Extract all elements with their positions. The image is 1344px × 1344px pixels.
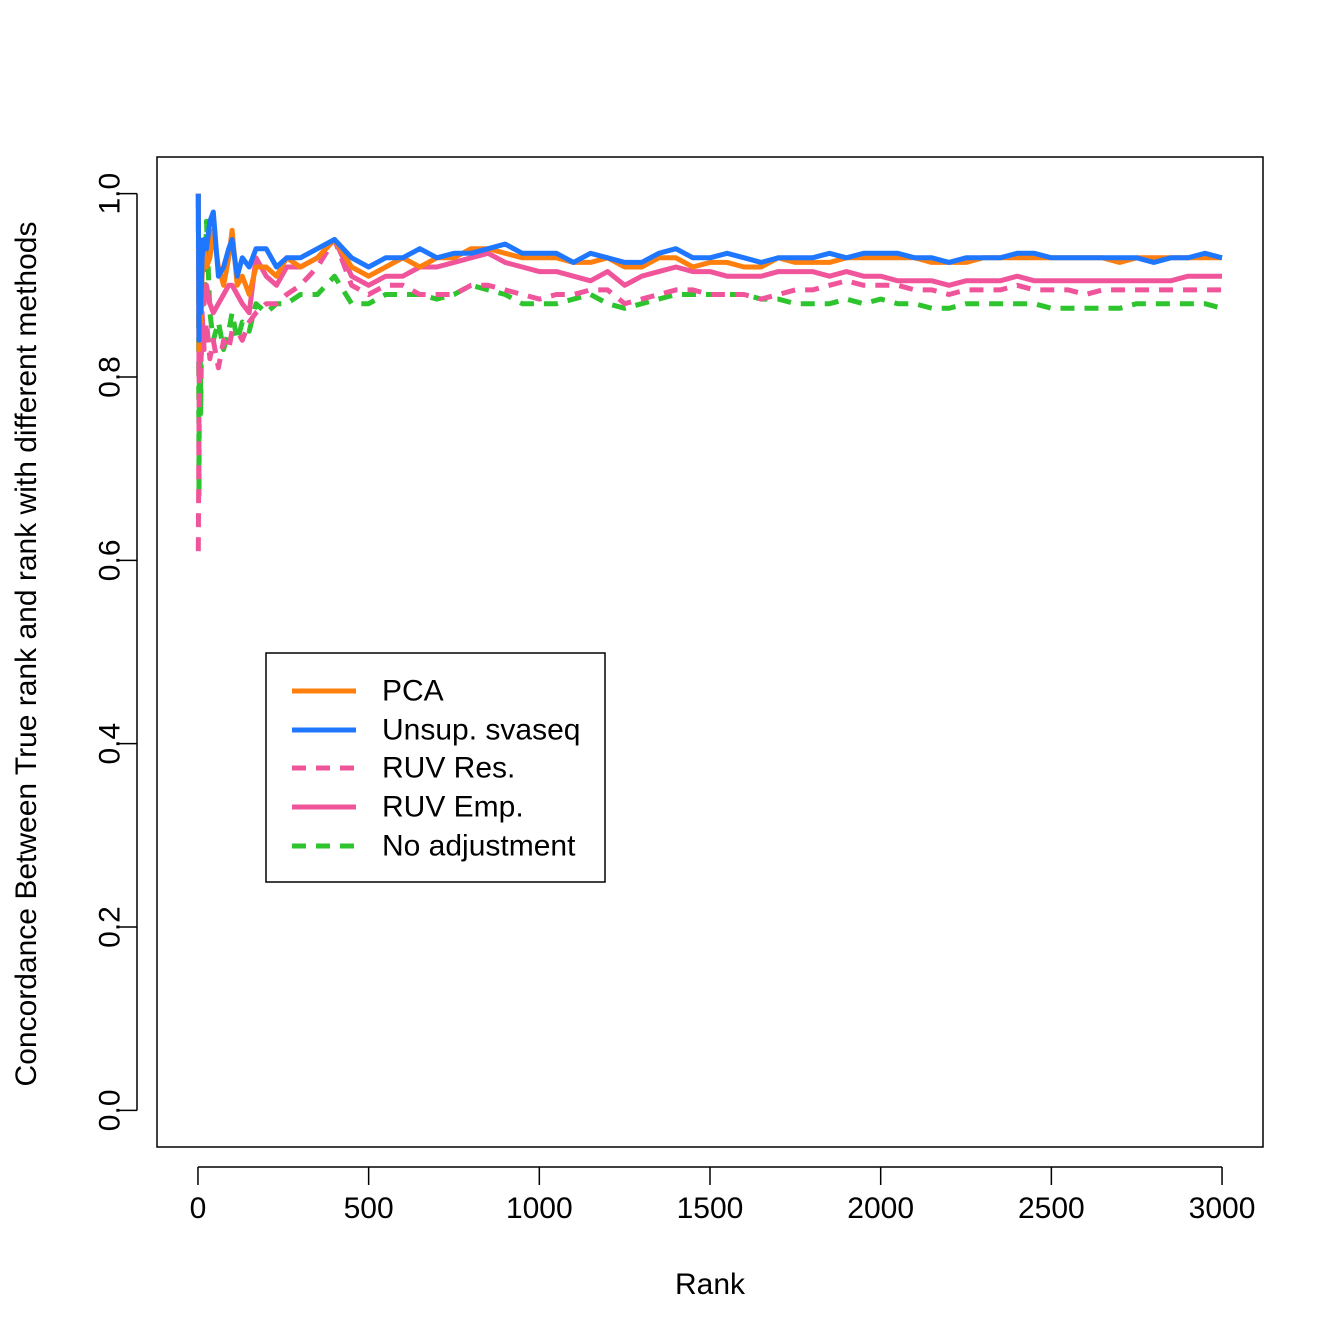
series-line-ruv-emp — [195, 193, 1222, 380]
legend-label: No adjustment — [382, 830, 576, 863]
x-tick-label: 2000 — [847, 1192, 914, 1225]
y-tick-label: 0.6 — [94, 539, 127, 581]
y-tick-label: 0.4 — [94, 723, 127, 765]
series-layer — [195, 193, 1223, 552]
legend-label: RUV Emp. — [382, 791, 524, 824]
y-tick-label: 0.8 — [94, 356, 127, 398]
plot-frame — [156, 156, 1264, 1148]
x-axis: 0 500 1000 1500 2000 2500 3000 — [190, 1166, 1256, 1225]
legend: PCA Unsup. svaseq RUV Res. RUV Emp. No adjus… — [265, 652, 606, 883]
legend-label: Unsup. svaseq — [382, 714, 580, 747]
series-line-unsup-svaseq — [195, 193, 1223, 343]
legend-entries: PCA Unsup. svaseq RUV Res. RUV Emp. No adjus… — [292, 675, 580, 863]
legend-label: PCA — [382, 675, 444, 708]
y-tick-label: 0.0 — [94, 1089, 127, 1131]
x-tick-label: 0 — [190, 1192, 207, 1225]
x-tick-label: 3000 — [1189, 1192, 1256, 1225]
series-line-no-adjustment — [195, 193, 1223, 499]
legend-label: RUV Res. — [382, 752, 515, 785]
x-axis-label: Rank — [675, 1268, 746, 1301]
y-axis: 0.0 0.2 0.4 0.6 0.8 1.0 — [94, 173, 138, 1131]
x-tick-label: 500 — [344, 1192, 394, 1225]
x-tick-label: 1000 — [506, 1192, 573, 1225]
y-tick-label: 0.2 — [94, 906, 127, 948]
y-axis-label: Concordance Between True rank and rank w… — [10, 222, 43, 1087]
x-tick-label: 1500 — [677, 1192, 744, 1225]
y-tick-label: 1.0 — [94, 173, 127, 215]
x-tick-label: 2500 — [1018, 1192, 1085, 1225]
